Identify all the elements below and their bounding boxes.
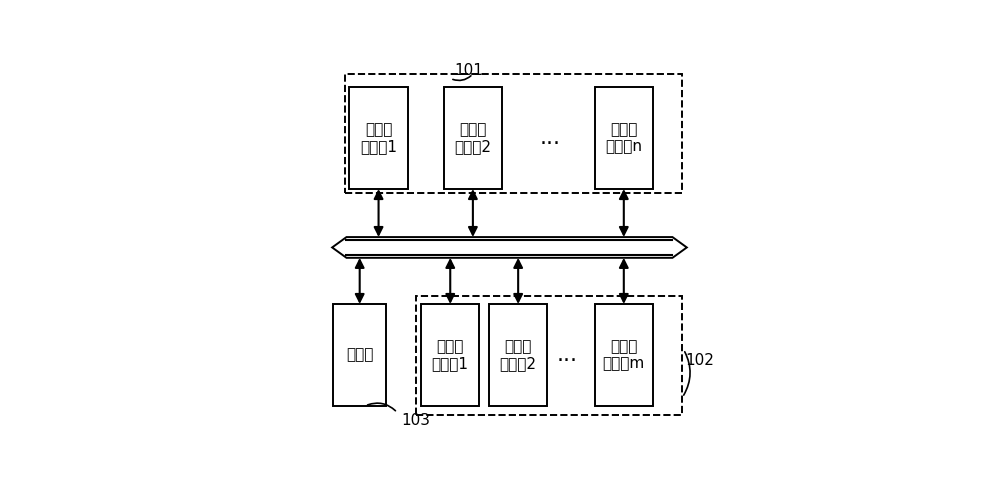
Bar (595, 304, 653, 406)
Text: ...: ... (540, 128, 561, 148)
Bar (444, 87, 502, 189)
Text: 存内计
算单兹1: 存内计 算单兹1 (432, 339, 469, 371)
Bar (416, 296, 682, 416)
Bar (489, 304, 547, 406)
Text: 存内计
算单元m: 存内计 算单元m (603, 339, 645, 371)
Text: 定时器: 定时器 (346, 347, 373, 363)
Text: ...: ... (557, 345, 578, 365)
Bar (595, 87, 653, 189)
Text: 102: 102 (685, 353, 714, 368)
Text: 101: 101 (454, 63, 483, 78)
Bar (345, 74, 682, 193)
Bar (349, 87, 408, 189)
Text: 存内计
算单兹2: 存内计 算单兹2 (500, 339, 537, 371)
Bar (421, 304, 479, 406)
Text: 磁性缓
存单元n: 磁性缓 存单元n (605, 122, 642, 154)
Polygon shape (332, 237, 687, 258)
Text: 磁性缓
存单兹2: 磁性缓 存单兹2 (454, 122, 491, 154)
Text: 103: 103 (401, 413, 430, 428)
Bar (333, 304, 386, 406)
Text: 磁性缓
存单兹1: 磁性缓 存单兹1 (360, 122, 397, 154)
